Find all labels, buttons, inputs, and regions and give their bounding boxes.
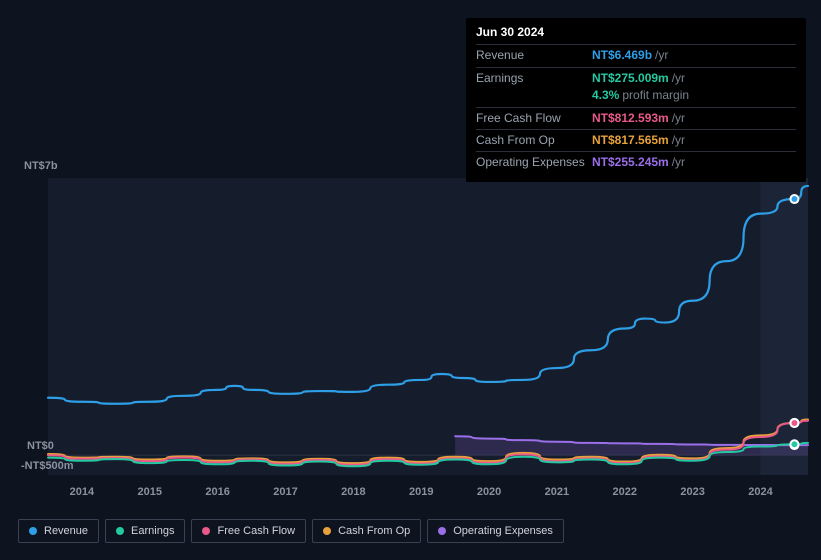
tooltip-row-value: NT$255.245m bbox=[592, 155, 669, 169]
x-axis-label: 2016 bbox=[205, 486, 229, 498]
legend-dot-icon bbox=[323, 527, 331, 535]
tooltip-row-value: NT$817.565m bbox=[592, 133, 669, 147]
x-axis-label: 2018 bbox=[341, 486, 365, 498]
x-axis-label: 2019 bbox=[409, 486, 433, 498]
tooltip-row: Cash From OpNT$817.565m/yr bbox=[476, 129, 796, 151]
legend-item-label: Free Cash Flow bbox=[217, 525, 295, 537]
legend-dot-icon bbox=[202, 527, 210, 535]
tooltip-row: RevenueNT$6.469b/yr bbox=[476, 44, 796, 66]
tooltip-row-extra-value: 4.3% bbox=[592, 88, 619, 102]
legend-item-free-cash-flow[interactable]: Free Cash Flow bbox=[191, 519, 306, 543]
y-axis-label: NT$7b bbox=[24, 160, 58, 172]
tooltip-row-unit: /yr bbox=[672, 155, 685, 169]
legend-item-label: Cash From Op bbox=[338, 525, 410, 537]
legend-item-operating-expenses[interactable]: Operating Expenses bbox=[427, 519, 564, 543]
tooltip-row: EarningsNT$275.009m/yr 4.3%profit margin bbox=[476, 67, 796, 107]
y-axis-label: NT$0 bbox=[27, 440, 54, 452]
tooltip-row-value: NT$6.469b bbox=[592, 48, 652, 62]
hover-marker-revenue bbox=[789, 194, 799, 204]
tooltip-row-extra-label: profit margin bbox=[622, 88, 689, 102]
tooltip-row: Operating ExpensesNT$255.245m/yr bbox=[476, 151, 796, 173]
tooltip-row-unit: /yr bbox=[672, 133, 685, 147]
x-axis-label: 2021 bbox=[545, 486, 569, 498]
legend-item-label: Earnings bbox=[131, 525, 174, 537]
x-axis-label: 2015 bbox=[138, 486, 162, 498]
legend-item-label: Revenue bbox=[44, 525, 88, 537]
x-axis-label: 2022 bbox=[613, 486, 637, 498]
legend-item-earnings[interactable]: Earnings bbox=[105, 519, 185, 543]
legend-item-cash-from-op[interactable]: Cash From Op bbox=[312, 519, 421, 543]
tooltip-row: Free Cash FlowNT$812.593m/yr bbox=[476, 107, 796, 129]
hover-band bbox=[761, 178, 809, 475]
hover-marker-earnings bbox=[789, 439, 799, 449]
legend-dot-icon bbox=[29, 527, 37, 535]
y-axis-label: -NT$500m bbox=[21, 460, 74, 472]
legend-item-label: Operating Expenses bbox=[453, 525, 553, 537]
tooltip-row-label: Operating Expenses bbox=[476, 154, 592, 171]
tooltip-row-unit: /yr bbox=[672, 111, 685, 125]
chart-legend: Revenue Earnings Free Cash Flow Cash From O… bbox=[18, 519, 564, 543]
tooltip-row-label: Earnings bbox=[476, 70, 592, 105]
chart-tooltip: Jun 30 2024RevenueNT$6.469b/yrEarningsNT… bbox=[466, 18, 806, 182]
tooltip-row-label: Free Cash Flow bbox=[476, 110, 592, 127]
tooltip-row-label: Cash From Op bbox=[476, 132, 592, 149]
tooltip-row-value: NT$275.009m bbox=[592, 71, 669, 85]
x-axis-label: 2017 bbox=[273, 486, 297, 498]
legend-dot-icon bbox=[438, 527, 446, 535]
legend-dot-icon bbox=[116, 527, 124, 535]
plot-background bbox=[48, 178, 808, 475]
x-axis-label: 2023 bbox=[680, 486, 704, 498]
tooltip-title: Jun 30 2024 bbox=[476, 24, 796, 41]
x-axis-label: 2020 bbox=[477, 486, 501, 498]
tooltip-row-unit: /yr bbox=[655, 48, 668, 62]
x-axis-label: 2014 bbox=[70, 486, 94, 498]
legend-item-revenue[interactable]: Revenue bbox=[18, 519, 99, 543]
tooltip-row-unit: /yr bbox=[672, 71, 685, 85]
x-axis-label: 2024 bbox=[748, 486, 772, 498]
tooltip-row-label: Revenue bbox=[476, 47, 592, 64]
tooltip-row-value: NT$812.593m bbox=[592, 111, 669, 125]
hover-marker-free-cash-flow bbox=[789, 418, 799, 428]
